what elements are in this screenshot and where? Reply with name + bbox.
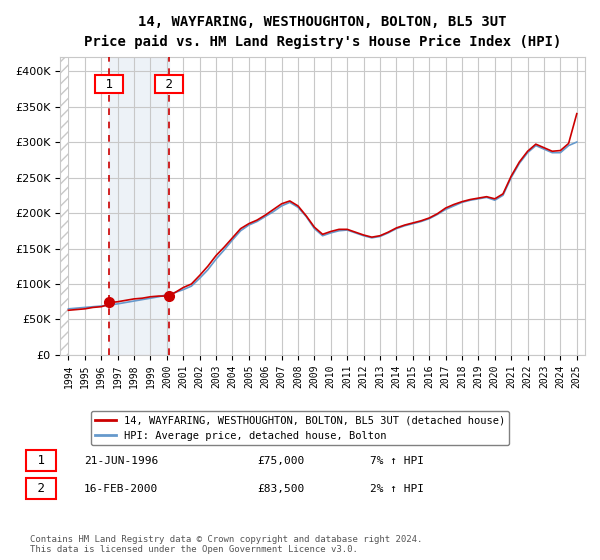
Text: £83,500: £83,500 <box>257 484 304 493</box>
Text: 21-JUN-1996: 21-JUN-1996 <box>84 456 158 465</box>
Text: 1: 1 <box>30 454 53 467</box>
Bar <box>109 57 169 355</box>
Text: £75,000: £75,000 <box>257 456 304 465</box>
Text: 16-FEB-2000: 16-FEB-2000 <box>84 484 158 493</box>
Legend: 14, WAYFARING, WESTHOUGHTON, BOLTON, BL5 3UT (detached house), HPI: Average pric: 14, WAYFARING, WESTHOUGHTON, BOLTON, BL5… <box>91 411 509 445</box>
Text: 7% ↑ HPI: 7% ↑ HPI <box>370 456 424 465</box>
Bar <box>60 57 68 355</box>
Title: 14, WAYFARING, WESTHOUGHTON, BOLTON, BL5 3UT
Price paid vs. HM Land Registry's H: 14, WAYFARING, WESTHOUGHTON, BOLTON, BL5… <box>84 15 561 49</box>
Text: 2: 2 <box>158 78 180 91</box>
Text: 2: 2 <box>30 482 53 495</box>
Text: Contains HM Land Registry data © Crown copyright and database right 2024.
This d: Contains HM Land Registry data © Crown c… <box>30 535 422 554</box>
Text: 1: 1 <box>98 78 120 91</box>
Text: 2% ↑ HPI: 2% ↑ HPI <box>370 484 424 493</box>
